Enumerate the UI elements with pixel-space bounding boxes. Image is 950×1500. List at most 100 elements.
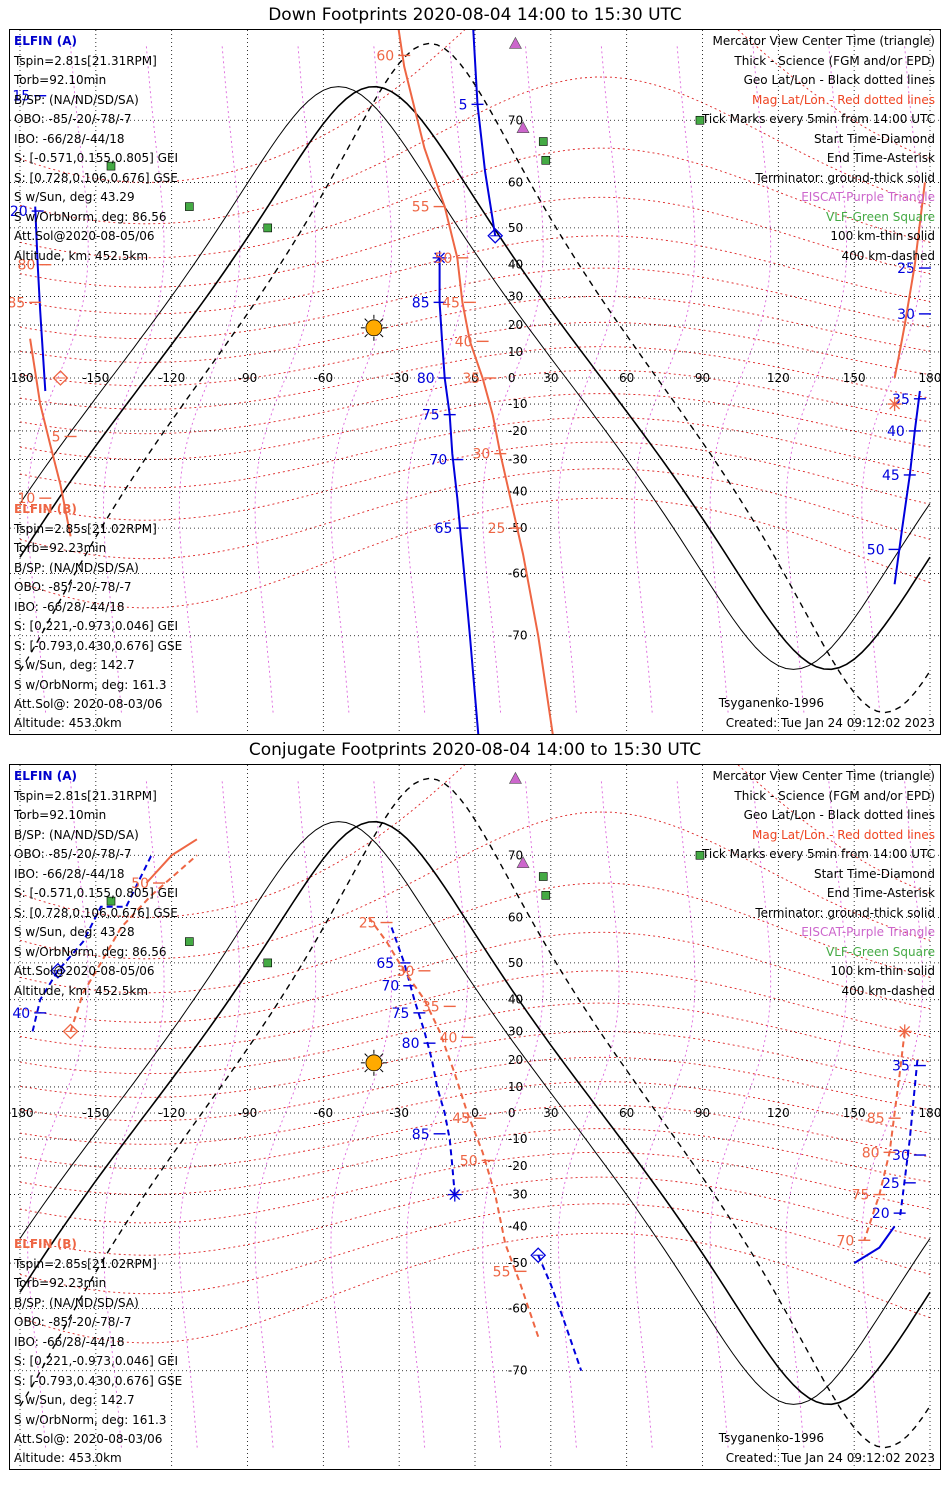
end-asterisk	[887, 397, 902, 412]
track-elfin-a	[853, 1225, 896, 1264]
model-label: Tsyganenko-1996	[718, 1431, 824, 1445]
vlf-square	[538, 872, 548, 881]
mag-lon-line	[330, 778, 393, 1448]
terminator-100km	[19, 86, 931, 670]
elfin-a-line: OBO: -85/-20/-78/-7	[14, 847, 132, 861]
mag-lon-line	[102, 778, 165, 1448]
track-time-label: 5	[459, 97, 468, 113]
legend-item: Geo Lat/Lon - Black dotted lines	[743, 73, 935, 87]
track-time-label: 45	[882, 468, 900, 484]
y-tick-label: 20	[508, 1053, 523, 1067]
track-time-label: 15	[12, 89, 30, 105]
legend-item: 100 km-thin solid	[830, 964, 935, 978]
track-time-label: 45	[442, 295, 460, 311]
down-footprints-map: -180-150-120-90-60-300306090120150180-70…	[9, 29, 941, 735]
legend-item: Terminator: ground-thick solid	[755, 905, 935, 920]
elfin-b-line: B/SP: (NA/ND/SD/SA)	[14, 560, 139, 575]
x-tick-label: -180	[10, 1106, 34, 1120]
track-time-label: 5	[52, 429, 61, 445]
vlf-square	[541, 155, 551, 165]
legend-item: Mag Lat/Lon - Red dotted lines	[751, 92, 935, 107]
mag-lon-line	[785, 778, 848, 1448]
elfin-a-line: B/SP: (NA/ND/SD/SA)	[14, 92, 139, 107]
start-diamond	[530, 1247, 547, 1264]
legend-item: Start Time-Diamond	[813, 866, 935, 881]
track-elfin-a	[537, 1254, 583, 1372]
mag-lon-line	[27, 43, 89, 713]
x-tick-label: 180	[919, 1106, 940, 1120]
asterisk-ray	[889, 398, 901, 410]
elfin-b-altitude: Altitude: 453.0km	[14, 716, 122, 730]
track-time-label: 20	[872, 1206, 890, 1222]
elfin-a-info: ELFIN (A) Tspin=2.81s[21.31RPM] Torb=92.…	[14, 767, 178, 1001]
x-tick-label: -180	[10, 371, 34, 385]
elfin-b-line: Att.Sol@: 2020-08-03/06	[14, 1432, 163, 1446]
elfin-a-name: ELFIN (A)	[14, 34, 77, 48]
mag-lat-line	[19, 1151, 931, 1224]
terminator-100km	[19, 821, 931, 1405]
elfin-b-info: ELFIN (B) Tspin=2.85s[21.02RPM] Torb=92.…	[14, 500, 182, 715]
mag-lon-line	[254, 778, 317, 1448]
x-tick-label: -120	[158, 371, 185, 385]
elfin-a-line: S w/Sun, deg: 43.29	[14, 190, 135, 204]
elfin-a-line: IBO: -66/28/-44/18	[14, 866, 125, 881]
y-tick-label: -20	[508, 424, 528, 438]
elfin-a-line: OBO: -85/-20/-78/-7	[14, 112, 132, 126]
elfin-a-line: B/SP: (NA/ND/SD/SA)	[14, 827, 139, 842]
y-tick-label: 70	[508, 113, 523, 127]
elfin-b-altitude: Altitude: 453.0km	[14, 1451, 122, 1465]
elfin-b-line: Att.Sol@: 2020-08-03/06	[14, 697, 163, 711]
sun-icon	[360, 314, 387, 341]
mag-lon-line	[178, 43, 241, 713]
track-time-label: 80	[17, 258, 35, 274]
legend-item: 400 km-dashed	[841, 248, 935, 263]
sun-ray	[379, 318, 384, 322]
elfin-b-line: IBO: -66/28/-44/18	[14, 599, 125, 614]
elfin-b-line: OBO: -85/-20/-78/-7	[14, 1315, 132, 1329]
track-time-label: 85	[412, 1127, 430, 1143]
track-time-label: 75	[392, 1006, 410, 1022]
mag-lon-line	[861, 43, 923, 713]
track-time-label: 85	[10, 295, 25, 311]
legend-item: VLF-Green Square	[826, 944, 935, 959]
track-time-label: 20	[10, 204, 28, 220]
sun-disc	[365, 319, 383, 337]
y-tick-label: 30	[508, 1024, 523, 1038]
sun-ray	[364, 1068, 368, 1073]
track-elfin-a	[31, 854, 153, 1032]
vlf-square	[185, 937, 194, 946]
track-time-label: 85	[412, 295, 430, 311]
legend-item: 100 km-thin solid	[830, 229, 935, 243]
mag-lon-line	[482, 778, 544, 1448]
track-time-label: 70	[381, 979, 399, 995]
y-tick-label: -60	[508, 567, 528, 581]
vlf-square	[695, 115, 705, 125]
panel-title-conjugate: Conjugate Footprints 2020-08-04 14:00 to…	[248, 740, 702, 760]
mag-lon-line	[557, 43, 620, 713]
track-time-label: 50	[435, 251, 453, 267]
track-elfin-b	[145, 838, 198, 884]
x-tick-label: -90	[238, 371, 258, 385]
elfin-b-line: S: [-0.793,0.430,0.676] GSE	[14, 638, 183, 653]
elfin-b-line: Torb=92.23min	[14, 541, 107, 555]
y-tick-label: -30	[508, 1188, 528, 1202]
track-time-label: 65	[435, 521, 453, 537]
track-time-label: 35	[462, 371, 480, 387]
terminator-400km	[19, 777, 931, 1449]
map-svg: -180-150-120-90-60-300306090120150180-70…	[10, 30, 940, 734]
track-time-label: 65	[376, 956, 394, 972]
track-time-label: 75	[422, 408, 440, 424]
vlf-square	[106, 161, 116, 171]
elfin-a-name: ELFIN (A)	[14, 769, 77, 783]
terminator-ground	[19, 85, 931, 671]
elfin-b-line: S: [0.221,-0.973,0.046] GEI	[14, 1354, 179, 1368]
conjugate-footprints-map: -180-150-120-90-60-300306090120150180-70…	[9, 764, 941, 1470]
y-tick-label: -10	[508, 397, 528, 411]
track-time-label: 40	[12, 1006, 30, 1022]
elfin-a-line: S: [0.728,0.106,0.676] GSE	[14, 905, 178, 920]
asterisk-ray	[449, 1189, 461, 1200]
y-tick-label: 10	[508, 345, 523, 359]
mag-lon-line	[709, 778, 772, 1448]
start-diamond	[49, 962, 66, 979]
y-tick-label: 50	[508, 221, 523, 235]
